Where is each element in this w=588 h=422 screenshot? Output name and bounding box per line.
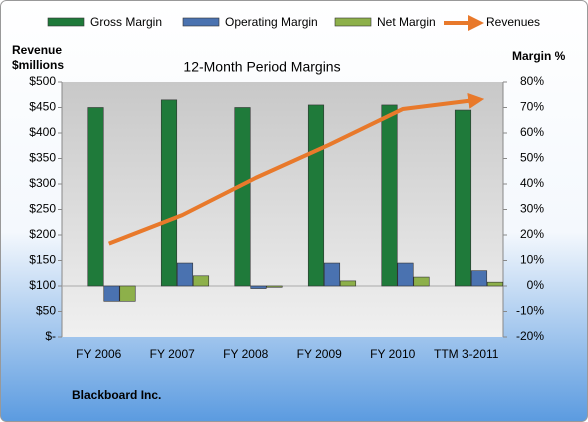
bar	[176, 262, 194, 287]
bar	[160, 99, 178, 287]
footnote: Blackboard Inc.	[72, 388, 161, 402]
y-tick-label: $-	[45, 329, 56, 343]
y2-tick-label: 10%	[520, 253, 544, 267]
x-tick-label: TTM 3-2011	[434, 347, 499, 361]
bar	[307, 104, 325, 287]
y2-tick-label: 30%	[520, 202, 544, 216]
legend-label: Revenues	[486, 15, 540, 29]
line	[108, 92, 485, 246]
y-axis-label: $millions	[12, 58, 64, 72]
y-tick-label: $400	[29, 125, 56, 139]
y2-tick-label: -10%	[516, 304, 544, 318]
legend-swatch	[182, 17, 220, 27]
y2-tick-label: 70%	[520, 100, 544, 114]
bar	[119, 285, 136, 302]
y2-tick-label: 0%	[527, 278, 545, 292]
x-tick-label: FY 2006	[76, 347, 121, 361]
legend-label: Gross Margin	[90, 15, 162, 29]
bar	[192, 275, 210, 287]
y2-tick-label: 40%	[520, 176, 544, 190]
chart-title: 12-Month Period Margins	[183, 59, 340, 75]
bar	[486, 281, 504, 287]
x-tick-label: FY 2007	[150, 347, 195, 361]
y2-tick-label: -20%	[516, 329, 544, 343]
bar	[87, 107, 104, 287]
y2-tick-label: 60%	[520, 125, 544, 139]
bar	[454, 109, 472, 287]
bar	[470, 270, 488, 287]
y-tick-label: $200	[29, 227, 56, 241]
bar	[413, 276, 430, 287]
bar	[339, 280, 357, 287]
y2-tick-label: 50%	[520, 151, 544, 165]
bar	[397, 262, 414, 287]
y2-tick-label: 80%	[520, 74, 544, 88]
bar	[103, 285, 120, 302]
legend-swatch	[334, 17, 372, 27]
legend-label: Operating Margin	[225, 15, 318, 29]
x-tick-label: FY 2008	[223, 347, 268, 361]
bar	[234, 107, 251, 287]
bar	[250, 285, 267, 289]
y-tick-label: $300	[29, 176, 56, 190]
legend-swatch	[47, 17, 85, 27]
bar	[381, 104, 398, 287]
y-tick-label: $250	[29, 202, 56, 216]
x-tick-label: FY 2009	[297, 347, 342, 361]
y-tick-label: $150	[29, 253, 56, 267]
y-tick-label: $450	[29, 100, 56, 114]
y-axis-label: Revenue	[12, 43, 62, 57]
bar	[266, 285, 283, 288]
bar	[323, 262, 341, 287]
legend-label: Net Margin	[377, 15, 436, 29]
x-tick-label: FY 2010	[370, 347, 415, 361]
y2-tick-label: 20%	[520, 227, 544, 241]
y-tick-label: $500	[29, 74, 56, 88]
y-tick-label: $50	[36, 304, 56, 318]
y2-axis-label: Margin %	[512, 49, 566, 63]
y-tick-label: $100	[29, 278, 56, 292]
y-tick-label: $350	[29, 151, 56, 165]
